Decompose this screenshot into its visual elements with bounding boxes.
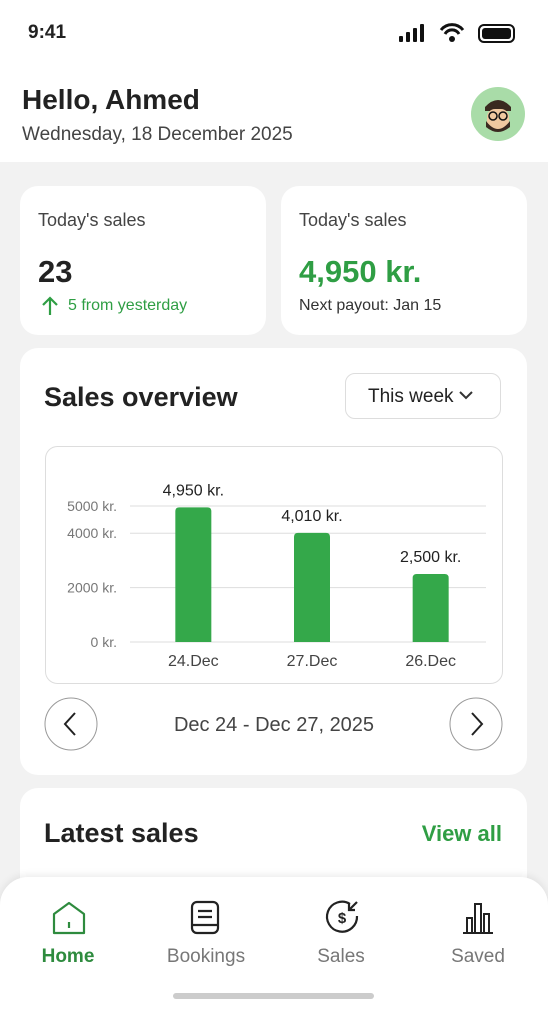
stat-value: 23 bbox=[38, 254, 73, 289]
prev-button[interactable] bbox=[44, 697, 98, 751]
period-label: This week bbox=[368, 386, 454, 407]
stat-card bbox=[20, 186, 266, 335]
overview-title: Sales overview bbox=[44, 382, 238, 412]
nav-label[interactable]: Sales bbox=[317, 946, 365, 967]
header-bg bbox=[0, 0, 548, 162]
bar bbox=[175, 507, 212, 642]
saved-icon bbox=[463, 903, 493, 934]
home-icon bbox=[52, 901, 86, 935]
date-range: Dec 24 - Dec 27, 2025 bbox=[173, 714, 375, 736]
greeting: Hello, Ahmed bbox=[22, 84, 200, 115]
stat-note: Next payout: Jan 15 bbox=[299, 297, 442, 314]
status-time: 9:41 bbox=[28, 22, 67, 43]
svg-text:$: $ bbox=[338, 910, 347, 927]
next-button[interactable] bbox=[449, 697, 503, 751]
value-label: 2,500 kr. bbox=[400, 549, 461, 566]
bottom-nav bbox=[0, 877, 548, 1013]
y-tick-label: 2000 kr. bbox=[67, 580, 117, 596]
value-label: 4,010 kr. bbox=[281, 508, 342, 525]
sales-icon: $ bbox=[325, 900, 359, 933]
chart: 0 kr. 2000 kr. 4000 kr. 5000 kr. 24.Dec 4,950… bbox=[45, 446, 503, 684]
x-tick-label: 24.Dec bbox=[168, 653, 219, 670]
view-all[interactable]: View all bbox=[421, 821, 502, 846]
bookings-icon bbox=[190, 900, 220, 935]
y-tick-label: 4000 kr. bbox=[67, 525, 117, 541]
latest-title: Latest sales bbox=[44, 818, 199, 848]
nav-label[interactable]: Saved bbox=[451, 946, 505, 967]
home-indicator bbox=[173, 993, 374, 999]
nav-label[interactable]: Bookings bbox=[166, 946, 246, 967]
bar bbox=[412, 574, 449, 642]
y-tick-label: 0 kr. bbox=[91, 634, 117, 650]
period-dropdown[interactable] bbox=[345, 373, 501, 419]
x-tick-label: 27.Dec bbox=[287, 653, 338, 670]
status-icons bbox=[399, 23, 515, 43]
stat-label: Today's sales bbox=[299, 210, 407, 230]
date: Wednesday, 18 December 2025 bbox=[22, 124, 293, 145]
stat-card bbox=[281, 186, 527, 335]
bar bbox=[294, 532, 330, 642]
stat-note: 5 from yesterday bbox=[68, 297, 188, 314]
stat-label: Today's sales bbox=[38, 210, 146, 230]
avatar[interactable] bbox=[471, 87, 525, 141]
x-tick-label: 26.Dec bbox=[405, 653, 456, 670]
stat-value: 4,950 kr. bbox=[299, 254, 422, 289]
nav-label[interactable]: Home bbox=[41, 946, 95, 967]
up-arrow bbox=[42, 296, 58, 315]
dropdown-chevron bbox=[459, 391, 473, 400]
value-label: 4,950 kr. bbox=[163, 482, 224, 499]
y-tick-label: 5000 kr. bbox=[67, 498, 117, 514]
